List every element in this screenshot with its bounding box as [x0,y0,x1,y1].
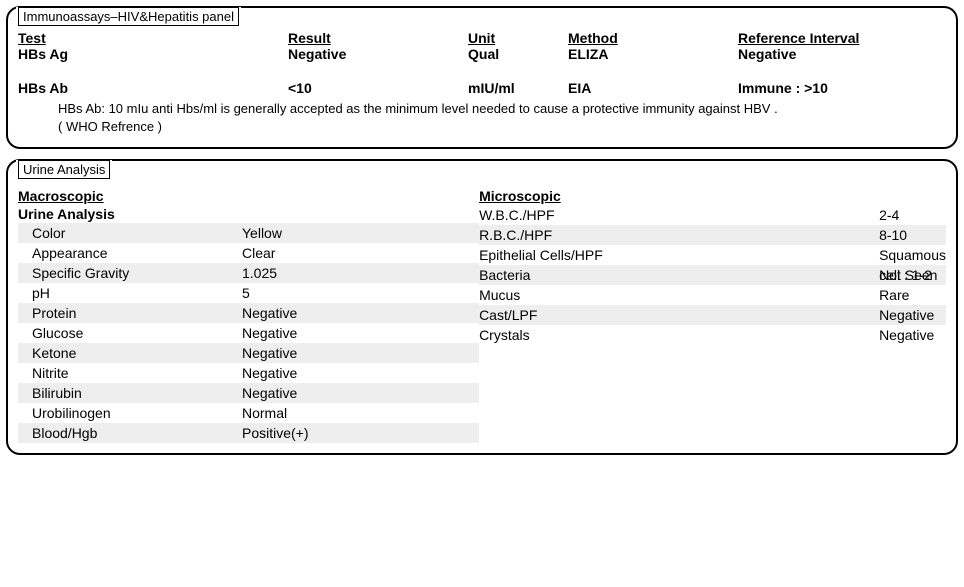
urine-analysis-panel: Urine Analysis Macroscopic Urine Analysi… [6,159,958,455]
microscopic-row: MucusRare [479,285,946,305]
cell-unit: mIU/ml [468,80,568,96]
microscopic-label: Mucus [479,285,879,305]
cell-result: Negative [288,46,468,62]
macroscopic-row: KetoneNegative [18,343,479,363]
macroscopic-column: Macroscopic Urine Analysis ColorYellowAp… [18,187,479,443]
macroscopic-row: GlucoseNegative [18,323,479,343]
cell-method: EIA [568,80,738,96]
microscopic-column: Microscopic W.B.C./HPF2-4R.B.C./HPF8-10E… [479,187,946,443]
microscopic-row: Epithelial Cells/HPFSquamous cell : 1-2 [479,245,946,265]
hdr-test: Test [18,30,288,46]
urine-columns: Macroscopic Urine Analysis ColorYellowAp… [18,187,946,443]
microscopic-label: Bacteria [479,265,879,285]
microscopic-label: W.B.C./HPF [479,205,879,225]
macroscopic-row: BilirubinNegative [18,383,479,403]
macroscopic-label: Protein [18,303,242,323]
cell-unit: Qual [468,46,568,62]
macroscopic-row: AppearanceClear [18,243,479,263]
hdr-unit: Unit [468,30,568,46]
footnote-line: HBs Ab: 10 mIu anti Hbs/ml is generally … [58,100,946,118]
microscopic-value: 2-4 [879,205,946,225]
panel-title: Urine Analysis [18,160,110,179]
macroscopic-label: Bilirubin [18,383,242,403]
macroscopic-row: NitriteNegative [18,363,479,383]
microscopic-row: CrystalsNegative [479,325,946,345]
macroscopic-value: Clear [242,243,479,263]
macroscopic-header: Macroscopic [18,187,479,205]
microscopic-value: Negative [879,325,946,345]
macroscopic-row: ProteinNegative [18,303,479,323]
footnote-line: ( WHO Refrence ) [58,118,946,136]
microscopic-header: Microscopic [479,187,946,205]
panel-title-wrap: Immunoassays–HIV&Hepatitis panel [16,7,241,26]
macroscopic-label: Specific Gravity [18,263,242,283]
microscopic-row: R.B.C./HPF8-10 [479,225,946,245]
column-headers: Test Result Unit Method Reference Interv… [18,30,946,46]
microscopic-row: Cast/LPFNegative [479,305,946,325]
microscopic-value: Not Seen [879,265,946,285]
macroscopic-label: Color [18,223,242,243]
microscopic-value: 8-10 [879,225,946,245]
cell-result: <10 [288,80,468,96]
macroscopic-label: pH [18,283,242,303]
microscopic-label: Cast/LPF [479,305,879,325]
macroscopic-value: Negative [242,323,479,343]
microscopic-row: W.B.C./HPF2-4 [479,205,946,225]
immunoassay-panel: Immunoassays–HIV&Hepatitis panel Test Re… [6,6,958,149]
macroscopic-row: pH5 [18,283,479,303]
macroscopic-label: Ketone [18,343,242,363]
macroscopic-label: Blood/Hgb [18,423,242,443]
macroscopic-label: Glucose [18,323,242,343]
microscopic-label: Crystals [479,325,879,345]
macroscopic-value: Negative [242,303,479,323]
test-row: HBs Ag Negative Qual ELIZA Negative [18,46,946,62]
cell-ref: Immune : >10 [738,80,946,96]
cell-test: HBs Ab [18,80,288,96]
microscopic-value: Squamous cell : 1-2 [879,245,946,265]
macroscopic-value: Negative [242,383,479,403]
macroscopic-row: Specific Gravity1.025 [18,263,479,283]
hdr-method: Method [568,30,738,46]
macroscopic-value: Positive(+) [242,423,479,443]
microscopic-value: Negative [879,305,946,325]
cell-ref: Negative [738,46,946,62]
hdr-result: Result [288,30,468,46]
footnote: HBs Ab: 10 mIu anti Hbs/ml is generally … [18,96,946,137]
macroscopic-row: ColorYellow [18,223,479,243]
panel-title: Immunoassays–HIV&Hepatitis panel [18,7,239,26]
macroscopic-subheader: Urine Analysis [18,205,479,223]
macroscopic-value: 5 [242,283,479,303]
macroscopic-label: Urobilinogen [18,403,242,423]
macroscopic-value: Negative [242,363,479,383]
microscopic-label: R.B.C./HPF [479,225,879,245]
microscopic-row: BacteriaNot Seen [479,265,946,285]
cell-test: HBs Ag [18,46,288,62]
macroscopic-label: Nitrite [18,363,242,383]
macroscopic-value: Yellow [242,223,479,243]
cell-method: ELIZA [568,46,738,62]
macroscopic-value: Negative [242,343,479,363]
macroscopic-value: Normal [242,403,479,423]
hdr-ref: Reference Interval [738,30,946,46]
microscopic-label: Epithelial Cells/HPF [479,245,879,265]
macroscopic-row: Blood/HgbPositive(+) [18,423,479,443]
macroscopic-label: Appearance [18,243,242,263]
panel-title-wrap: Urine Analysis [16,160,112,179]
test-row: HBs Ab <10 mIU/ml EIA Immune : >10 [18,80,946,96]
macroscopic-value: 1.025 [242,263,479,283]
microscopic-value: Rare [879,285,946,305]
macroscopic-row: UrobilinogenNormal [18,403,479,423]
